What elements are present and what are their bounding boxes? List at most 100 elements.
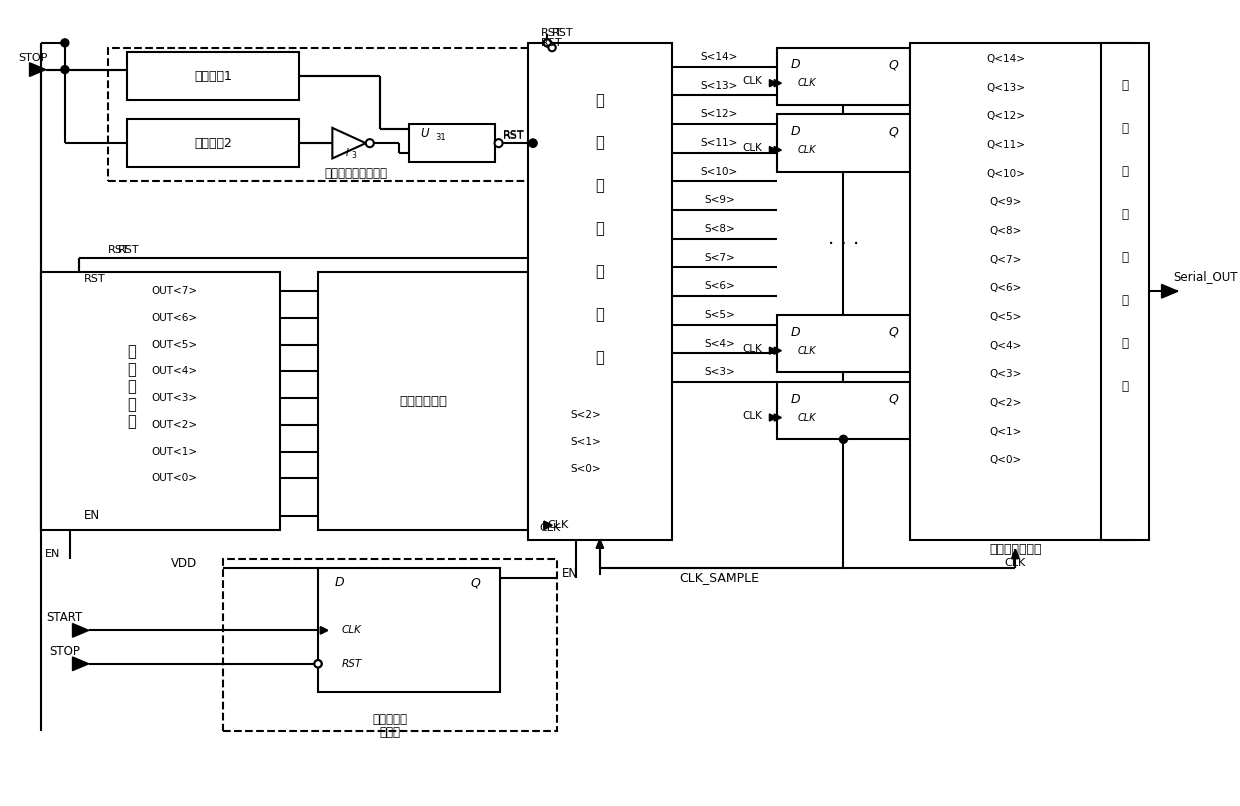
Polygon shape xyxy=(320,627,327,634)
Bar xyxy=(528,43,672,539)
Text: RST: RST xyxy=(108,245,129,256)
Text: . . .: . . . xyxy=(828,229,859,248)
Text: 低位译码电路: 低位译码电路 xyxy=(399,395,448,408)
Text: CLK: CLK xyxy=(539,523,560,533)
Bar xyxy=(317,272,528,530)
Text: CLK: CLK xyxy=(1004,559,1025,568)
Circle shape xyxy=(543,39,551,47)
Text: CLK: CLK xyxy=(797,78,816,88)
Text: CLK: CLK xyxy=(797,413,816,422)
Text: RST: RST xyxy=(503,131,525,140)
Text: S<8>: S<8> xyxy=(704,224,734,234)
Text: D: D xyxy=(791,58,801,71)
Text: 器: 器 xyxy=(595,264,604,280)
Text: Q<5>: Q<5> xyxy=(990,312,1022,322)
Text: RST: RST xyxy=(118,245,139,256)
Text: I: I xyxy=(345,147,348,158)
Text: RST: RST xyxy=(341,659,362,669)
Polygon shape xyxy=(1012,549,1019,558)
Text: D: D xyxy=(791,393,801,405)
Text: S<3>: S<3> xyxy=(704,368,734,377)
Text: Q: Q xyxy=(888,326,898,339)
Polygon shape xyxy=(770,80,776,87)
Text: 单稳态脉冲产生电路: 单稳态脉冲产生电路 xyxy=(325,167,388,181)
Text: D: D xyxy=(791,326,801,339)
Circle shape xyxy=(529,139,537,147)
Bar xyxy=(317,568,500,692)
Text: 门控信号产: 门控信号产 xyxy=(372,713,407,725)
Text: OUT<7>: OUT<7> xyxy=(151,286,198,297)
Polygon shape xyxy=(30,63,46,77)
Text: CLK: CLK xyxy=(743,143,763,153)
Text: Q: Q xyxy=(471,576,481,589)
Text: OUT<3>: OUT<3> xyxy=(151,393,198,403)
Text: 寄存器阵列电路: 寄存器阵列电路 xyxy=(990,542,1042,555)
Text: 电: 电 xyxy=(1122,337,1128,351)
Text: CLK: CLK xyxy=(547,521,569,530)
Text: START: START xyxy=(47,612,83,625)
Bar xyxy=(409,124,495,162)
Text: S<1>: S<1> xyxy=(570,437,601,447)
Circle shape xyxy=(548,44,556,52)
Polygon shape xyxy=(544,521,552,530)
Text: OUT<6>: OUT<6> xyxy=(151,313,198,323)
Text: 计: 计 xyxy=(595,179,604,193)
Text: STOP: STOP xyxy=(50,645,81,658)
Circle shape xyxy=(315,660,321,667)
Text: CLK: CLK xyxy=(743,410,763,421)
Text: 电: 电 xyxy=(595,308,604,322)
Text: S<7>: S<7> xyxy=(704,253,734,263)
Text: CLK: CLK xyxy=(341,625,361,635)
Bar xyxy=(776,48,910,105)
Text: Q<7>: Q<7> xyxy=(990,255,1022,264)
Text: 环
形
振
荡
器: 环 形 振 荡 器 xyxy=(128,344,136,429)
Text: Q<6>: Q<6> xyxy=(990,284,1022,293)
Text: 出: 出 xyxy=(1122,294,1128,307)
Text: CLK: CLK xyxy=(743,77,763,86)
Text: S<5>: S<5> xyxy=(704,310,734,320)
Polygon shape xyxy=(770,147,776,154)
Text: S<12>: S<12> xyxy=(701,110,738,119)
Text: OUT<5>: OUT<5> xyxy=(151,339,198,350)
Text: Q<11>: Q<11> xyxy=(986,140,1025,150)
Text: Serial_OUT: Serial_OUT xyxy=(1173,270,1238,284)
Bar xyxy=(126,119,299,167)
Text: Q<4>: Q<4> xyxy=(990,341,1022,351)
Circle shape xyxy=(543,39,551,47)
Text: Q<14>: Q<14> xyxy=(986,54,1025,64)
Bar xyxy=(776,382,910,439)
Text: STOP: STOP xyxy=(19,53,48,63)
Text: U: U xyxy=(420,127,429,140)
Text: Q<10>: Q<10> xyxy=(987,168,1025,179)
Circle shape xyxy=(315,660,321,667)
Text: D: D xyxy=(791,125,801,138)
Text: 输: 输 xyxy=(1122,251,1128,264)
Bar xyxy=(776,315,910,372)
Text: RST: RST xyxy=(84,274,105,284)
Text: CLK: CLK xyxy=(797,145,816,155)
Bar xyxy=(776,114,910,172)
Bar xyxy=(1101,43,1149,539)
Circle shape xyxy=(61,39,68,47)
Text: 数: 数 xyxy=(595,222,604,237)
Polygon shape xyxy=(72,624,89,638)
Text: S<2>: S<2> xyxy=(570,410,601,421)
Text: RST: RST xyxy=(542,38,563,48)
Text: 路: 路 xyxy=(1122,380,1128,393)
Bar xyxy=(108,48,605,181)
Text: Q: Q xyxy=(888,58,898,71)
Text: EN: EN xyxy=(562,567,578,580)
Text: Q<8>: Q<8> xyxy=(990,226,1022,236)
Text: CLK_SAMPLE: CLK_SAMPLE xyxy=(680,571,759,584)
Circle shape xyxy=(366,139,373,147)
Text: 31: 31 xyxy=(435,133,445,142)
Text: OUT<2>: OUT<2> xyxy=(151,420,198,430)
Text: Q<0>: Q<0> xyxy=(990,455,1022,465)
Text: 路: 路 xyxy=(595,351,604,366)
Text: 据: 据 xyxy=(1122,208,1128,222)
Text: 高: 高 xyxy=(595,93,604,108)
Text: S<9>: S<9> xyxy=(704,196,734,206)
Text: 行: 行 xyxy=(1122,123,1128,135)
Text: S<14>: S<14> xyxy=(701,52,738,62)
Polygon shape xyxy=(774,147,781,154)
